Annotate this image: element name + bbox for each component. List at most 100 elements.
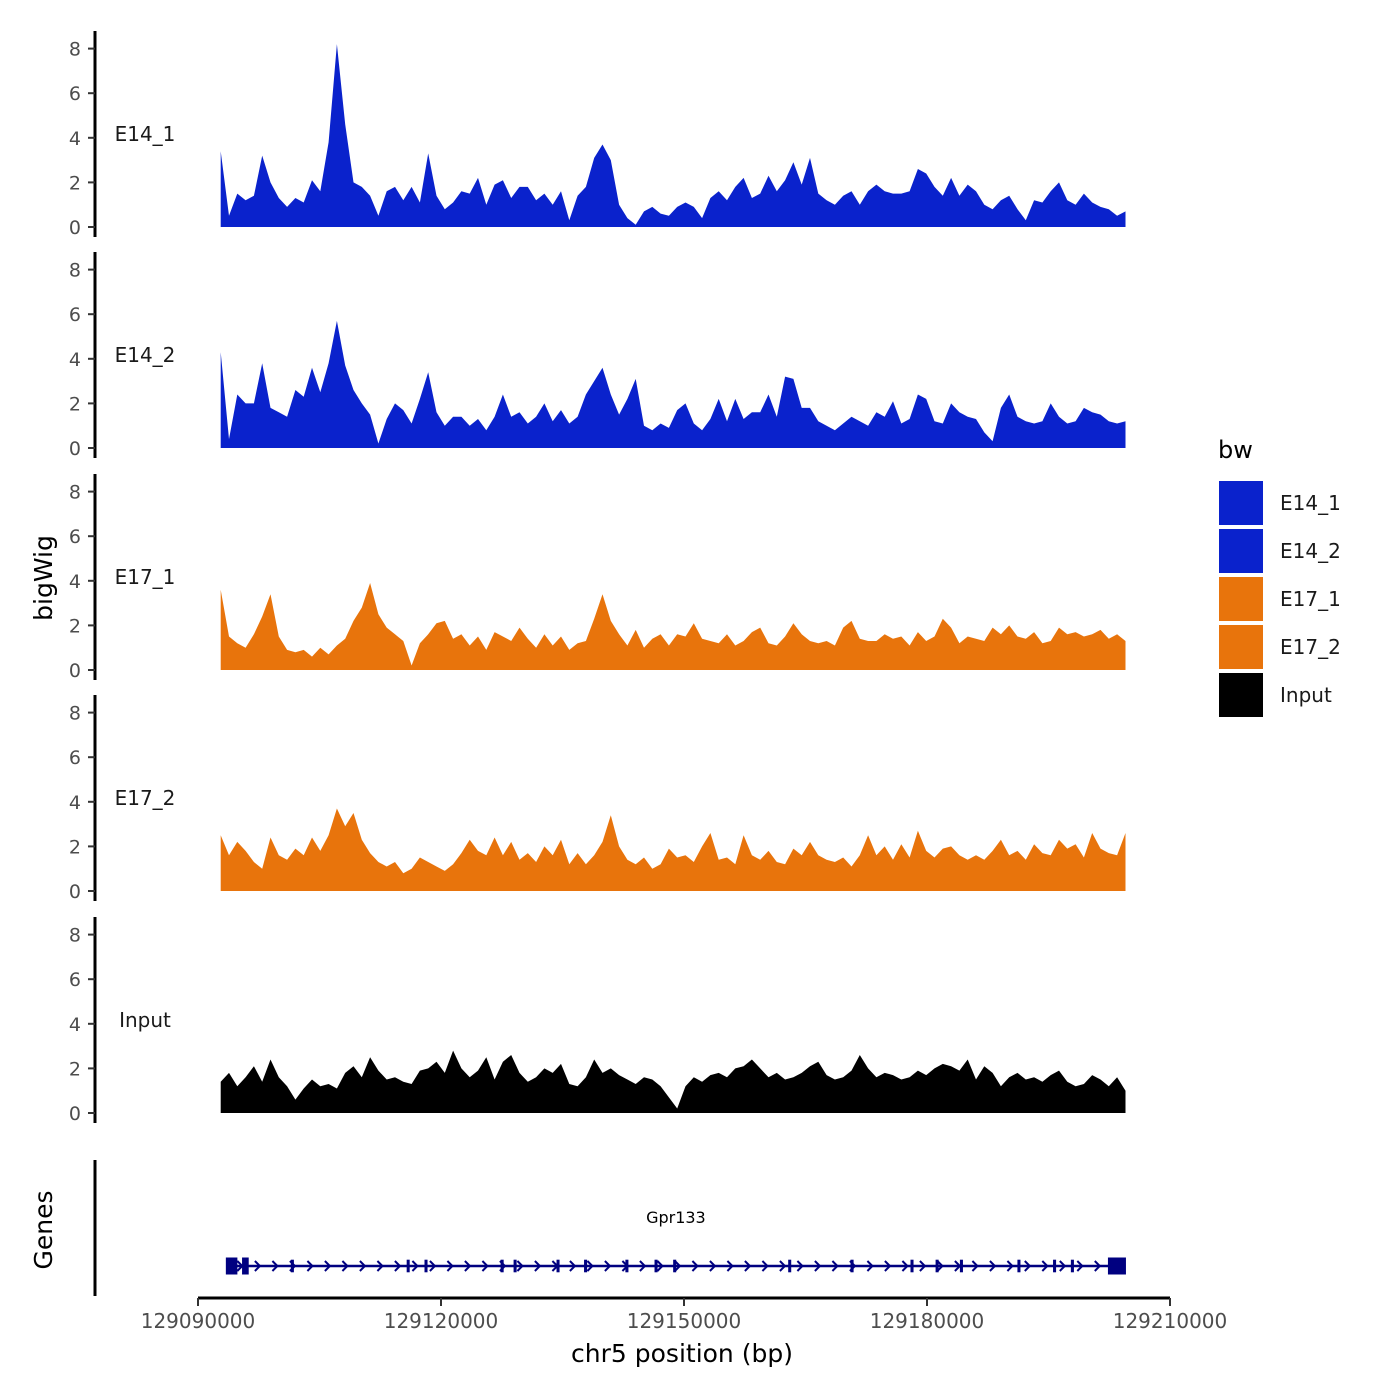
y-tick-label: 2: [69, 172, 81, 194]
y-tick-label: 6: [69, 304, 81, 326]
legend-swatch: [1217, 671, 1265, 719]
strand-arrow: [1094, 1260, 1102, 1272]
gene-exon: [959, 1259, 963, 1273]
x-axis: 129090000 129120000 129150000 129180000 1292…: [141, 1296, 1228, 1333]
track-label: Input: [119, 1008, 171, 1032]
track-e17-2: 0 2 4 6 8 E17_2: [69, 695, 1126, 903]
gene-exon: [1017, 1259, 1021, 1273]
strand-arrow: [884, 1260, 892, 1272]
y-tick-label: 6: [69, 526, 81, 548]
gene-exon: [788, 1259, 792, 1273]
strand-arrow: [516, 1260, 524, 1272]
x-tick-label: 129210000: [1113, 1309, 1228, 1333]
strand-arrow: [604, 1260, 612, 1272]
strand-arrow: [1059, 1260, 1067, 1272]
y-tick-label: 6: [69, 83, 81, 105]
y-tick-label: 0: [69, 217, 81, 239]
gene-exon: [935, 1259, 939, 1273]
strand-arrow: [429, 1260, 437, 1272]
y-tick-label: 4: [69, 571, 81, 593]
legend-swatch: [1217, 527, 1265, 575]
track-label: E14_2: [115, 343, 176, 367]
gene-exon: [556, 1259, 560, 1273]
gene-exon: [1070, 1259, 1074, 1273]
strand-arrow: [674, 1260, 682, 1272]
strand-arrow: [726, 1260, 734, 1272]
y-tick-label: 0: [69, 881, 81, 903]
strand-arrow: [341, 1260, 349, 1272]
strand-arrow: [464, 1260, 472, 1272]
genes-panel: Gpr133: [93, 1160, 1126, 1296]
strand-arrow: [481, 1260, 489, 1272]
gene-exon: [1107, 1257, 1126, 1275]
y-tick-label: 8: [69, 703, 81, 725]
legend-item: E17_2: [1217, 623, 1341, 671]
strand-arrow: [569, 1260, 577, 1272]
legend-title: bw: [1218, 436, 1253, 464]
legend-swatch: [1217, 479, 1265, 527]
x-tick-label: 129090000: [141, 1309, 256, 1333]
legend-label: E17_1: [1280, 587, 1341, 611]
strand-arrow: [761, 1260, 769, 1272]
x-tick-label: 129120000: [384, 1309, 499, 1333]
gene-exon: [225, 1257, 238, 1275]
gene-exon: [406, 1259, 410, 1273]
legend-item: E14_2: [1217, 527, 1341, 575]
strand-arrow: [779, 1260, 787, 1272]
strand-arrow: [394, 1260, 402, 1272]
x-tick-label: 129180000: [870, 1309, 985, 1333]
y-tick-label: 4: [69, 128, 81, 150]
legend-item: E14_1: [1217, 479, 1341, 527]
legend-label: E14_2: [1280, 539, 1341, 563]
strand-arrow: [586, 1260, 594, 1272]
track-e14-1: 0 2 4 6 8 E14_1: [69, 31, 1126, 239]
legend-swatch: [1217, 575, 1265, 623]
strand-arrow: [989, 1260, 997, 1272]
track-label: E14_1: [115, 122, 176, 146]
gene-exon: [673, 1259, 677, 1273]
strand-arrow: [971, 1260, 979, 1272]
gene-exon: [584, 1259, 588, 1273]
gene-exon: [1053, 1259, 1057, 1273]
signal-area-e17-1: [220, 583, 1126, 670]
y-tick-label: 6: [69, 969, 81, 991]
strand-arrow: [954, 1260, 962, 1272]
gene-exon: [625, 1259, 629, 1273]
legend-label: E17_2: [1280, 635, 1341, 659]
strand-arrow: [639, 1260, 647, 1272]
y-tick-label: 4: [69, 1014, 81, 1036]
x-axis-title: chr5 position (bp): [571, 1339, 793, 1368]
strand-arrow: [814, 1260, 822, 1272]
track-input: 0 2 4 6 8 Input: [69, 917, 1126, 1125]
strand-arrow: [919, 1260, 927, 1272]
x-tick-label: 129150000: [627, 1309, 742, 1333]
y-axis-title: bigWig: [29, 535, 58, 621]
strand-arrow: [1006, 1260, 1014, 1272]
signal-area-e14-2: [220, 320, 1126, 448]
y-tick-label: 0: [69, 438, 81, 460]
gene-exon: [424, 1259, 428, 1273]
track-label: E17_1: [115, 565, 176, 589]
strand-arrow: [901, 1260, 909, 1272]
genes-panel-title: Genes: [29, 1190, 58, 1269]
gene-exon: [850, 1259, 854, 1273]
track-label: E17_2: [115, 786, 176, 810]
strand-arrow: [866, 1260, 874, 1272]
strand-arrow: [271, 1260, 279, 1272]
strand-arrow: [376, 1260, 384, 1272]
y-tick-label: 2: [69, 615, 81, 637]
strand-arrow: [411, 1260, 419, 1272]
strand-arrow: [1041, 1260, 1049, 1272]
strand-arrow: [796, 1260, 804, 1272]
legend-swatch: [1217, 623, 1265, 671]
strand-arrow: [446, 1260, 454, 1272]
y-tick-label: 6: [69, 747, 81, 769]
gene-exon: [290, 1259, 294, 1273]
strand-arrow: [691, 1260, 699, 1272]
gene-exon: [513, 1259, 517, 1273]
y-tick-label: 8: [69, 925, 81, 947]
y-tick-label: 2: [69, 1058, 81, 1080]
gene-label: Gpr133: [646, 1208, 706, 1227]
